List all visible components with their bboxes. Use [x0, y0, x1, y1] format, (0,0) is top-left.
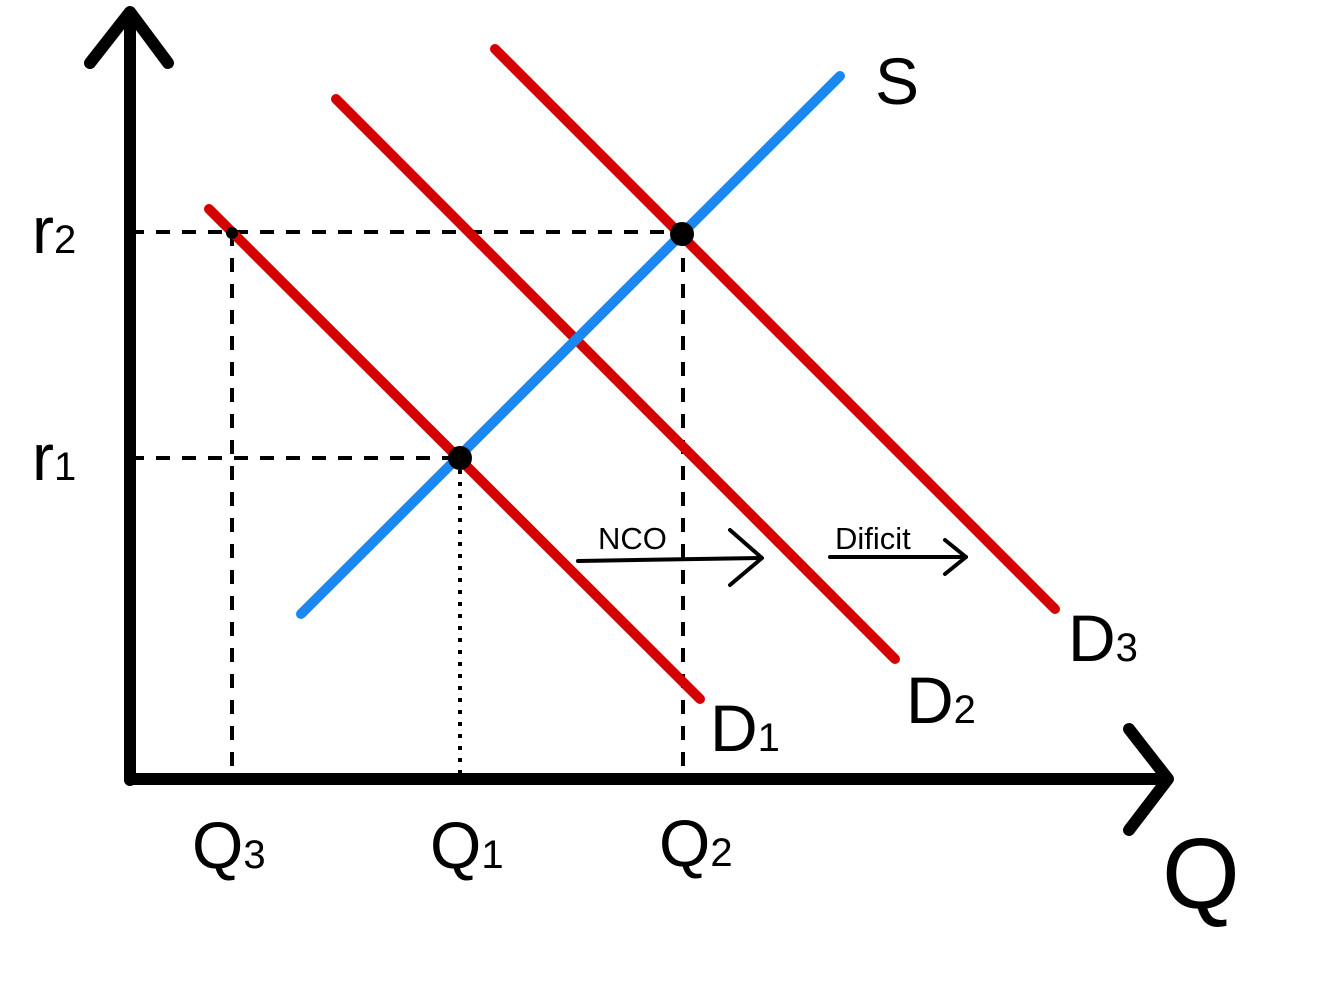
nco-label: NCO [598, 521, 667, 556]
y-tick-r1-base: r [32, 420, 54, 494]
demand-label-d3-base: D [1068, 601, 1116, 675]
equilibrium-point-e2 [670, 222, 694, 246]
x-tick-q2: Q2 [659, 806, 733, 880]
y-tick-r2-sub: 2 [54, 218, 76, 262]
y-tick-r1-sub: 1 [54, 445, 76, 489]
supply-label: S [875, 44, 919, 118]
shift-arrows [576, 528, 968, 587]
x-tick-q1-base: Q [430, 808, 481, 882]
demand-label-d3-sub: 3 [1116, 626, 1138, 670]
x-tick-q3-base: Q [192, 808, 243, 882]
demand-label-d2-sub: 2 [954, 688, 976, 732]
x-tick-q3: Q3 [192, 808, 266, 882]
equilibrium-point-e1 [448, 446, 472, 470]
x-axis-label: Q [1162, 818, 1240, 930]
deficit-arrow-head [943, 538, 968, 576]
supply-curve [296, 71, 845, 619]
intersection-point-q3 [226, 227, 238, 239]
demand-curve-d2 [331, 94, 900, 664]
demand-curves [204, 44, 1060, 704]
x-tick-q1: Q1 [430, 808, 504, 882]
y-axis-arrowhead [84, 6, 174, 69]
y-tick-r1: r1 [32, 420, 76, 494]
demand-label-d3: D3 [1068, 601, 1138, 675]
x-tick-q2-sub: 2 [710, 831, 732, 875]
demand-label-d2: D2 [906, 663, 976, 737]
x-tick-q3-sub: 3 [243, 833, 265, 877]
demand-label-d2-base: D [906, 663, 954, 737]
demand-label-d1-base: D [710, 691, 758, 765]
demand-label-d1: D1 [710, 691, 780, 765]
demand-curve-d3 [490, 44, 1060, 614]
equilibrium-points [226, 222, 694, 470]
nco-arrow-shaft [576, 556, 762, 563]
deficit-label: Dificit [835, 521, 911, 556]
nco-arrow-head [728, 528, 764, 587]
y-tick-r2: r2 [32, 193, 76, 267]
x-axis-arrowhead [1123, 723, 1174, 836]
x-tick-q2-base: Q [659, 806, 710, 880]
axes [84, 6, 1174, 836]
x-tick-q1-sub: 1 [481, 833, 503, 877]
y-tick-r2-base: r [32, 193, 54, 267]
demand-label-d1-sub: 1 [758, 716, 780, 760]
